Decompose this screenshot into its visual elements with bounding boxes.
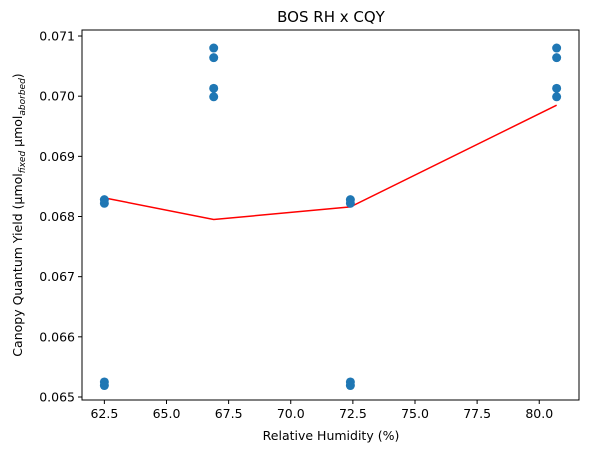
scatter-point <box>99 381 109 391</box>
y-axis-label-base: Canopy Quantum Yield (μmol <box>10 173 25 356</box>
plot-area <box>81 29 580 401</box>
x-tick-label: 80.0 <box>525 406 553 421</box>
x-tick-label: 65.0 <box>153 406 181 421</box>
axes-frame <box>81 29 580 401</box>
x-tick-label: 75.0 <box>401 406 429 421</box>
x-tick-label: 77.5 <box>463 406 491 421</box>
y-tick-label: 0.070 <box>39 89 75 104</box>
line-layer <box>104 104 557 221</box>
x-axis-ticks: 62.5 65.0 67.5 70.0 72.5 75.0 77.5 80.0 <box>90 400 553 421</box>
x-tick-label: 62.5 <box>90 406 118 421</box>
scatter-point <box>99 198 109 208</box>
y-tick-label: 0.066 <box>39 329 75 344</box>
y-axis-ticks: 0.065 0.066 0.067 0.068 0.069 0.070 0.071 <box>39 29 82 404</box>
scatter-point <box>209 92 219 102</box>
y-tick-label: 0.069 <box>39 149 75 164</box>
y-tick-label: 0.065 <box>39 389 75 404</box>
scatter-point <box>209 83 219 93</box>
scatter-point <box>345 198 355 208</box>
x-tick-label: 70.0 <box>277 406 305 421</box>
scatter-point <box>345 381 355 391</box>
trend-line <box>104 104 557 221</box>
x-tick-label: 67.5 <box>215 406 243 421</box>
y-tick-label: 0.067 <box>39 269 75 284</box>
y-axis-label-mid: μmol <box>10 116 25 151</box>
scatter-point <box>552 43 562 53</box>
scatter-point <box>209 53 219 63</box>
x-tick-label: 72.5 <box>339 406 367 421</box>
y-tick-label: 0.071 <box>39 29 75 44</box>
x-axis-label: Relative Humidity (%) <box>263 428 400 443</box>
scatter-point <box>209 43 219 53</box>
y-axis-label: Canopy Quantum Yield (μmolfixed μmolabor… <box>10 73 28 356</box>
y-axis-label-end: ) <box>10 73 25 78</box>
chart-title: BOS RH x CQY <box>277 8 386 26</box>
y-axis-label-sub1: fixed <box>18 151 28 174</box>
scatter-point <box>552 92 562 102</box>
scatter-point <box>552 53 562 63</box>
y-axis-label-sub2: aborbed <box>18 78 28 116</box>
scatter-layer <box>99 43 562 391</box>
scatter-point <box>552 83 562 93</box>
y-tick-label: 0.068 <box>39 209 75 224</box>
